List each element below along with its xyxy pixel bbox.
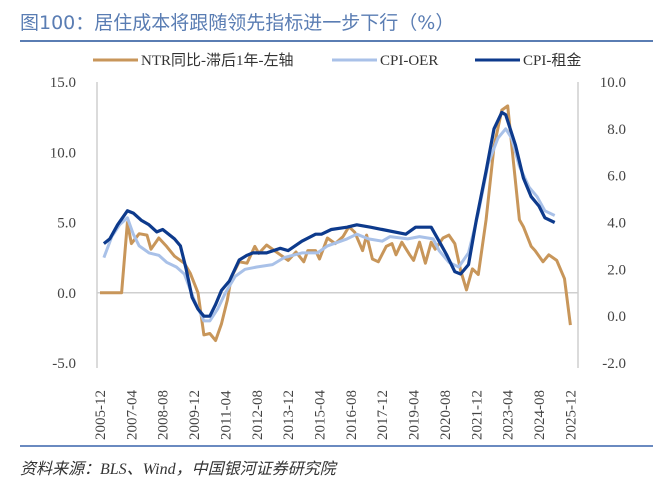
right-tick-label: 4.0 <box>607 216 626 232</box>
legend-label: CPI-租金 <box>523 52 581 69</box>
x-tick-label: 2025-12 <box>563 390 579 440</box>
left-tick-label: 0.0 <box>57 286 76 302</box>
legend-label: CPI-OER <box>380 53 438 69</box>
x-tick-label: 2012-08 <box>250 390 266 440</box>
x-tick-label: 2024-08 <box>532 390 548 440</box>
right-tick-label: -2.0 <box>602 356 626 372</box>
right-tick-label: 6.0 <box>607 169 626 185</box>
x-tick-label: 2013-12 <box>281 390 297 440</box>
series-line-cpi-rent <box>102 110 556 318</box>
x-tick-label: 2023-04 <box>501 390 517 440</box>
x-tick-label: 2008-08 <box>156 390 172 440</box>
legend-label: NTR同比-滞后1年-左轴 <box>141 52 294 69</box>
right-tick-label: 0.0 <box>607 309 626 325</box>
chart-title: 图100：居住成本将跟随领先指标进一步下行（%） <box>20 12 455 34</box>
x-tick-label: 2011-04 <box>218 390 234 440</box>
title-divider <box>20 40 653 42</box>
right-tick-label: 2.0 <box>607 262 626 278</box>
right-tick-label: 10.0 <box>600 75 626 91</box>
right-tick-label: 8.0 <box>607 122 626 138</box>
x-tick-label: 2021-12 <box>469 390 485 440</box>
left-tick-label: 15.0 <box>50 75 76 91</box>
x-tick-label: 2009-12 <box>187 390 203 440</box>
x-tick-label: 2007-04 <box>124 390 140 440</box>
left-tick-label: 5.0 <box>57 216 76 232</box>
series-line-ntr <box>100 104 572 342</box>
x-tick-label: 2005-12 <box>93 390 109 440</box>
x-tick-label: 2020-08 <box>438 390 454 440</box>
left-tick-label: 10.0 <box>50 145 76 161</box>
x-tick-label: 2017-12 <box>375 390 391 440</box>
x-tick-label: 2015-04 <box>313 390 329 440</box>
x-tick-label: 2019-04 <box>407 390 423 440</box>
source-note: 资料来源：BLS、Wind，中国银河证券研究院 <box>20 461 336 478</box>
left-tick-label: -5.0 <box>52 356 76 372</box>
x-tick-label: 2016-08 <box>344 390 360 440</box>
bottom-divider <box>20 445 653 447</box>
series-line-cpi-oer <box>102 127 556 323</box>
